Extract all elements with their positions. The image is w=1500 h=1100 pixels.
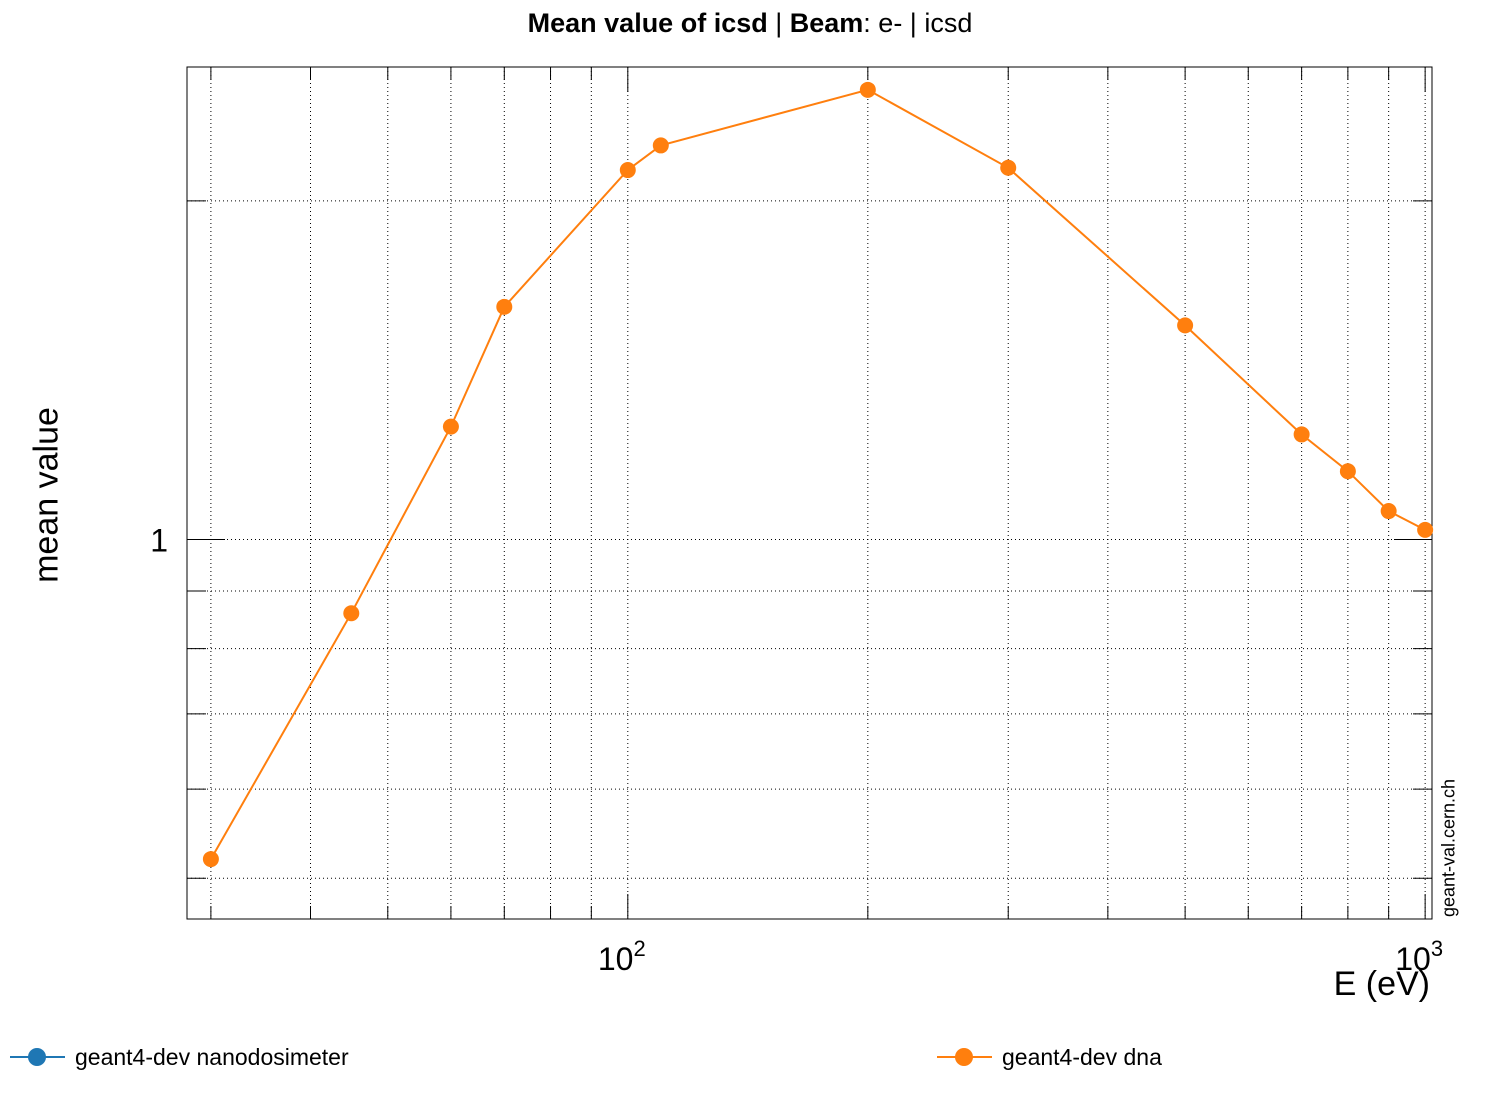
data-point: [859, 81, 876, 98]
data-point: [343, 605, 360, 622]
data-point: [496, 298, 513, 315]
title-beam-label: Beam: [789, 8, 864, 38]
x-axis-label: E (eV): [1333, 965, 1430, 1003]
legend-label-nanodosimeter: geant4-dev nanodosimeter: [75, 1043, 349, 1070]
series-line-1: [210, 88, 1426, 860]
data-point: [1000, 159, 1017, 176]
data-point: [1380, 503, 1397, 520]
data-point: [442, 418, 459, 435]
title-separator: |: [767, 8, 790, 38]
data-point: [1293, 426, 1310, 443]
legend-label-dna: geant4-dev dna: [1002, 1043, 1162, 1070]
y-axis-label: mean value: [27, 407, 66, 583]
data-point: [202, 851, 219, 868]
plot-frame: [186, 66, 1433, 920]
data-point: [1177, 317, 1194, 334]
y-tick-label: 1: [150, 523, 168, 559]
x-tick-label: 102: [598, 936, 646, 977]
legend-item-nanodosimeter: geant4-dev nanodosimeter: [10, 1040, 349, 1074]
x-tick-label: 103: [1395, 936, 1443, 977]
title-beam-value: : e- | icsd: [863, 8, 973, 38]
data-point: [1417, 521, 1434, 538]
watermark: geant-val.cern.ch: [1438, 778, 1459, 918]
data-point: [652, 137, 669, 154]
legend-swatch-dna: [937, 1040, 992, 1074]
data-point: [619, 162, 636, 179]
chart-title: Mean value of icsd | Beam: e- | icsd: [0, 8, 1500, 39]
legend-swatch-nanodosimeter: [10, 1040, 65, 1074]
legend-item-dna: geant4-dev dna: [937, 1040, 1162, 1074]
data-point: [1339, 463, 1356, 480]
title-main: Mean value of icsd: [527, 8, 768, 38]
